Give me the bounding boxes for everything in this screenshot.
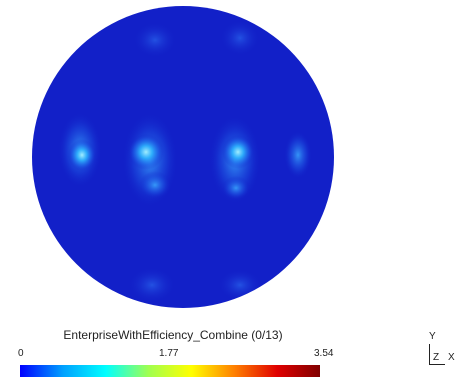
axis-x-line: [429, 364, 445, 365]
axis-x-label: X: [448, 352, 455, 363]
hotspot: [220, 20, 260, 56]
axis-z-label: Z: [433, 352, 440, 363]
hotspot: [222, 135, 254, 169]
hotspot: [218, 269, 262, 301]
colorbar: [20, 365, 320, 377]
hotspot: [139, 171, 171, 199]
hotspot: [128, 267, 176, 303]
hotspot: [68, 139, 96, 171]
hotspot: [222, 176, 250, 200]
colorbar-max-label: 3.54: [314, 348, 334, 359]
pole-figure-plot: [32, 6, 334, 308]
colorbar-mid-label: 1.77: [159, 348, 179, 359]
hotspot: [64, 268, 100, 296]
axes-triad: Y Z X: [426, 331, 458, 367]
pole-figure-disk: [32, 6, 334, 308]
colorbar-title: EnterpriseWithEfficiency_Combine (0/13): [63, 328, 283, 342]
colorbar-min-label: 0: [18, 348, 24, 359]
axis-y-label: Y: [429, 331, 436, 342]
hotspot: [133, 22, 177, 58]
axis-y-line: [429, 344, 430, 365]
hotspot: [128, 134, 164, 170]
hotspot: [284, 131, 312, 179]
